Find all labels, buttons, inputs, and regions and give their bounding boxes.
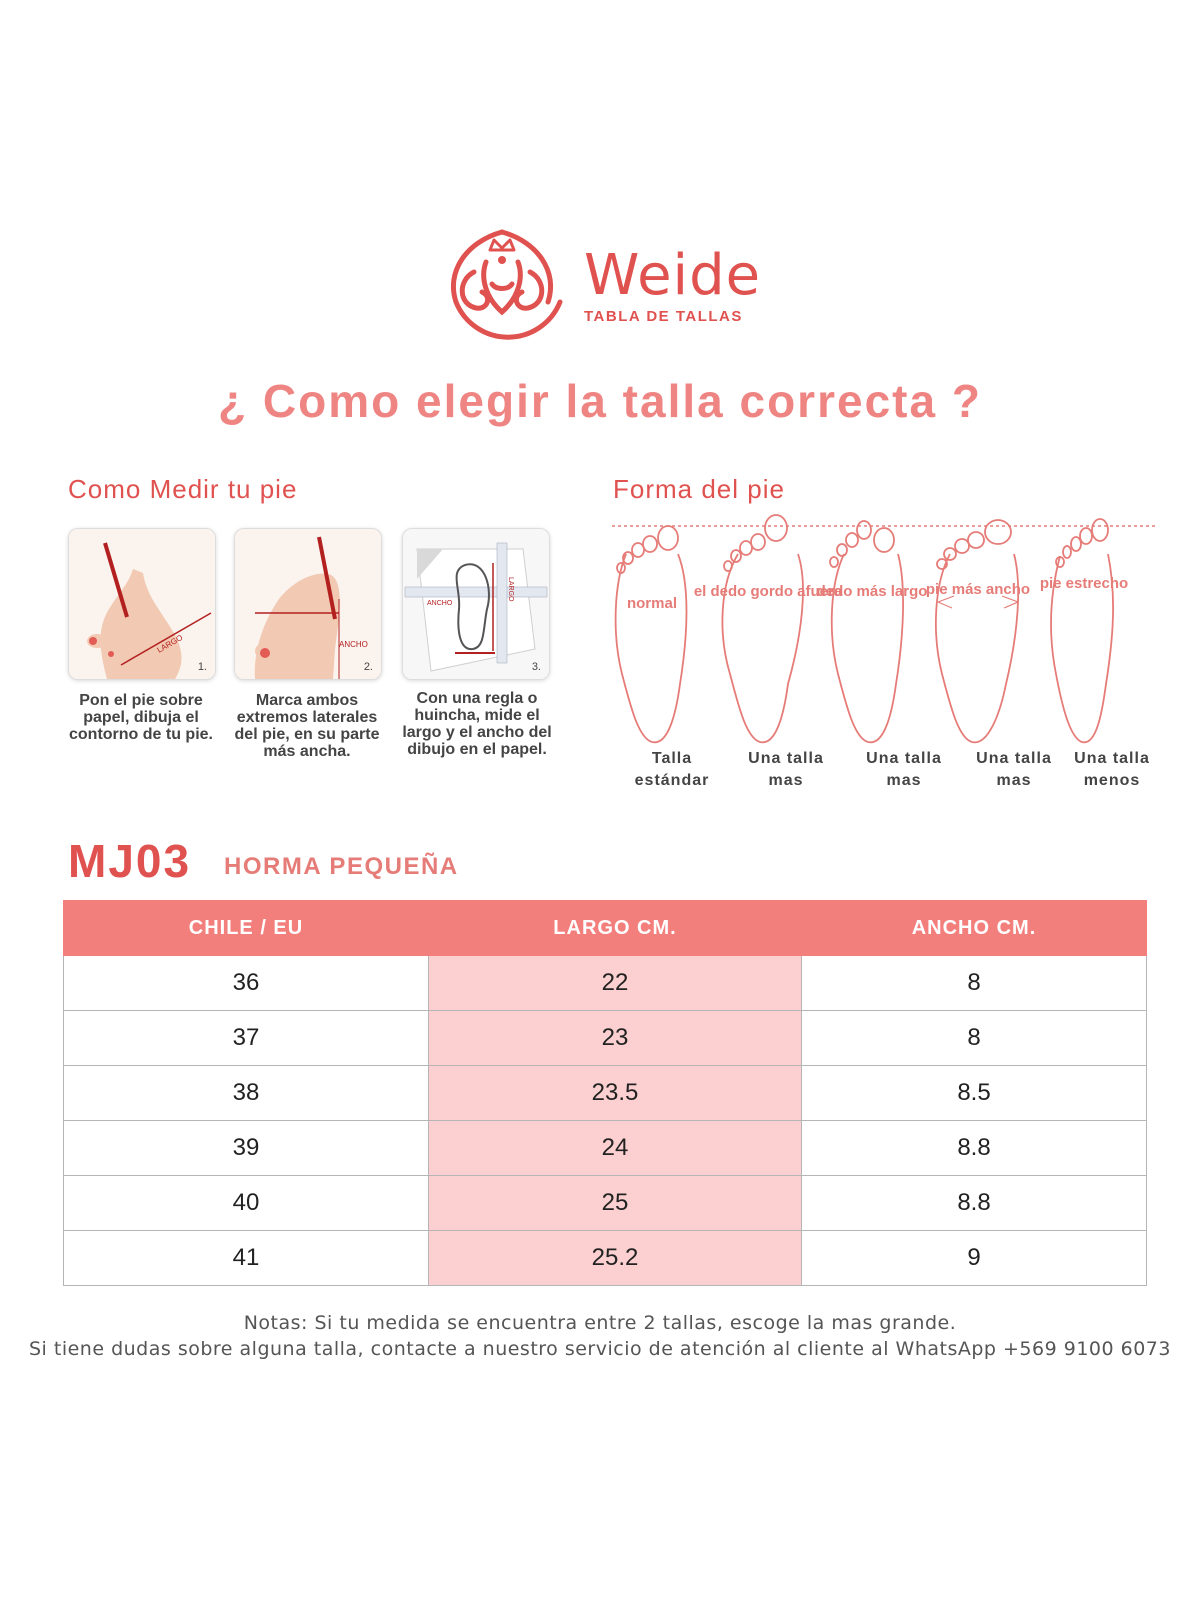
cell-ancho: 8.8 <box>801 1175 1147 1231</box>
shape-label-normal: normal <box>627 595 677 612</box>
model-code: MJ03 <box>68 835 192 887</box>
cell-largo: 24 <box>428 1120 802 1176</box>
cell-size: 37 <box>63 1010 429 1066</box>
header-ancho: ANCHO CM. <box>801 900 1147 956</box>
step-3-tag-h: ANCHO <box>427 600 453 607</box>
step-2-number: 2. <box>363 661 373 673</box>
cell-largo: 22 <box>428 955 802 1011</box>
table-row: 40 25 8.8 <box>63 1175 1147 1231</box>
cell-largo: 25 <box>428 1175 802 1231</box>
shape-label-wide: pie más ancho <box>926 581 1030 598</box>
brand-name: Weide <box>584 243 762 308</box>
model-description: HORMA PEQUEÑA <box>224 853 459 880</box>
ruler-measure-icon: ANCHO LARGO <box>403 529 549 679</box>
table-header-row: CHILE / EU LARGO CM. ANCHO CM. <box>63 900 1147 956</box>
shape-label-big-toe: el dedo gordo afuera <box>694 583 843 600</box>
shape-caption-2: Una talla mas <box>748 750 824 789</box>
shape-caption-5: Una talla menos <box>1074 750 1150 789</box>
shape-caption-1: Talla estándar <box>634 750 710 789</box>
note-line-1: Notas: Si tu medida se encuentra entre 2… <box>243 1312 957 1334</box>
cell-ancho: 8.5 <box>801 1065 1147 1121</box>
shape-section-heading: Forma del pie <box>613 474 785 504</box>
step-3-image: ANCHO LARGO 3. <box>402 528 550 680</box>
cell-ancho: 8 <box>801 1010 1147 1066</box>
cell-largo: 23 <box>428 1010 802 1066</box>
step-3-number: 3. <box>531 661 541 673</box>
step-2-image: ANCHO 2. <box>234 528 382 680</box>
foot-width-icon: ANCHO <box>235 529 381 679</box>
note-line-2: Si tiene dudas sobre alguna talla, conta… <box>29 1338 1171 1360</box>
step-3-tag-v: LARGO <box>507 577 514 602</box>
cell-size: 41 <box>63 1230 429 1286</box>
size-table: CHILE / EU LARGO CM. ANCHO CM. 36 22 8 3… <box>63 900 1147 1286</box>
measure-section-heading: Como Medir tu pie <box>68 474 298 504</box>
cell-ancho: 8.8 <box>801 1120 1147 1176</box>
step-1-text: Pon el pie sobre papel, dibuja el contor… <box>69 692 213 743</box>
cell-size: 38 <box>63 1065 429 1121</box>
page-title: ¿ Como elegir la talla correcta ? <box>218 375 982 427</box>
cell-size: 40 <box>63 1175 429 1231</box>
brand-logo-icon <box>450 229 563 340</box>
shape-label-narrow: pie estrecho <box>1040 575 1128 592</box>
notes: Notas: Si tu medida se encuentra entre 2… <box>0 1310 1200 1362</box>
cell-size: 36 <box>63 955 429 1011</box>
foot-shapes-illustration: normal el dedo gordo afuera dedo más lar… <box>612 514 1156 744</box>
header-largo: LARGO CM. <box>428 900 802 956</box>
cell-largo: 25.2 <box>428 1230 802 1286</box>
table-row: 39 24 8.8 <box>63 1120 1147 1176</box>
table-row: 36 22 8 <box>63 955 1147 1011</box>
table-row: 41 25.2 9 <box>63 1230 1147 1286</box>
foot-outline-icon: LARGO <box>69 529 215 679</box>
step-2-tag: ANCHO <box>339 640 368 649</box>
cell-ancho: 9 <box>801 1230 1147 1286</box>
brand-subtitle: TABLA DE TALLAS <box>584 308 743 325</box>
cell-ancho: 8 <box>801 955 1147 1011</box>
header-chile-eu: CHILE / EU <box>63 900 429 956</box>
step-1-number: 1. <box>197 661 207 673</box>
step-1-image: LARGO 1. <box>68 528 216 680</box>
table-row: 38 23.5 8.5 <box>63 1065 1147 1121</box>
step-2-text: Marca ambos extremos laterales del pie, … <box>234 692 380 760</box>
cell-largo: 23.5 <box>428 1065 802 1121</box>
shape-caption-4: Una talla mas <box>976 750 1052 789</box>
table-row: 37 23 8 <box>63 1010 1147 1066</box>
cell-size: 39 <box>63 1120 429 1176</box>
shape-label-long-toe: dedo más largo <box>817 583 928 600</box>
shape-caption-3: Una talla mas <box>866 750 942 789</box>
step-3-text: Con una regla o huincha, mide el largo y… <box>402 690 552 758</box>
